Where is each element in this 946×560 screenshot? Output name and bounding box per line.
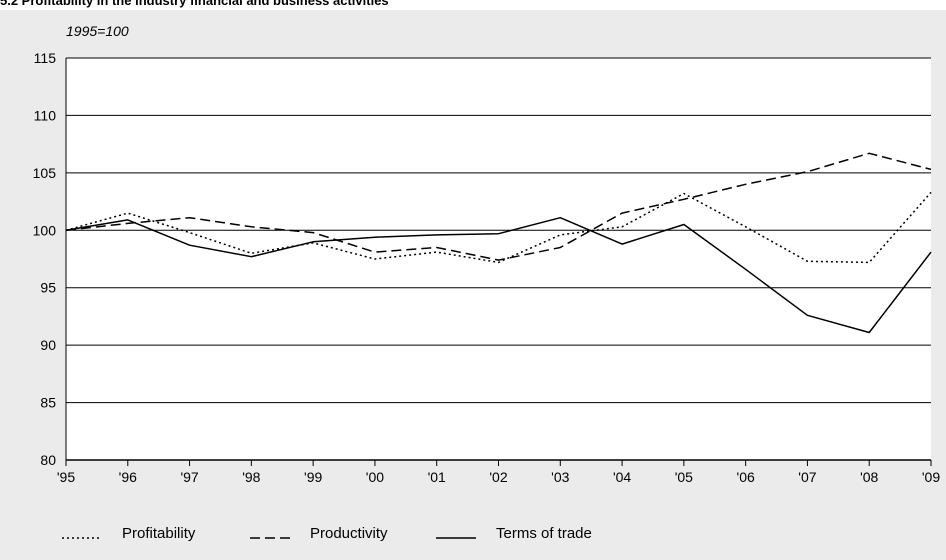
y-tick-label: 85 — [40, 395, 56, 411]
x-tick-label: '05 — [675, 469, 693, 485]
line-chart: 80 85 90 95 100 105 110 115 '95 '96 '97 '98 '99 '00 '0… — [33, 23, 941, 542]
y-tick-label: 90 — [40, 337, 56, 353]
series-line-profitability — [65, 191, 932, 264]
x-tick-label: '04 — [613, 469, 631, 485]
x-tick-label: '98 — [242, 469, 260, 485]
x-tick-label: '99 — [304, 469, 322, 485]
legend-label: Profitability — [122, 525, 196, 542]
chart-title: 5.2 Profitability in the industry financ… — [0, 0, 389, 8]
y-tick-label: 105 — [33, 165, 57, 181]
legend-label: Terms of trade — [496, 525, 592, 542]
y-tick-label: 80 — [40, 452, 56, 468]
x-tick-label: '00 — [366, 469, 384, 485]
x-tick-label: '02 — [489, 469, 507, 485]
x-tick-label: '07 — [798, 469, 816, 485]
x-tick-label: '06 — [737, 469, 755, 485]
x-tick-label: '95 — [57, 469, 75, 485]
y-axis-label: 1995=100 — [66, 23, 129, 39]
y-tick-label: 110 — [34, 107, 57, 123]
x-tick-label: '96 — [119, 469, 137, 485]
x-tick-label: '09 — [922, 469, 940, 485]
series-line-productivity — [65, 152, 932, 261]
y-tick-label: 95 — [40, 280, 56, 296]
chart-panel: 80 85 90 95 100 105 110 115 '95 '96 '97 '98 '99 '00 '0… — [0, 10, 946, 560]
legend-label: Productivity — [310, 525, 388, 542]
x-tick-label: '03 — [551, 469, 569, 485]
x-tick-label: '97 — [180, 469, 198, 485]
y-tick-label: 115 — [34, 50, 57, 66]
x-tick-label: '01 — [428, 469, 446, 485]
series-line-terms-of-trade — [65, 216, 932, 334]
y-tick-label: 100 — [33, 222, 57, 238]
x-tick-label: '08 — [860, 469, 878, 485]
plot-area — [66, 58, 931, 460]
